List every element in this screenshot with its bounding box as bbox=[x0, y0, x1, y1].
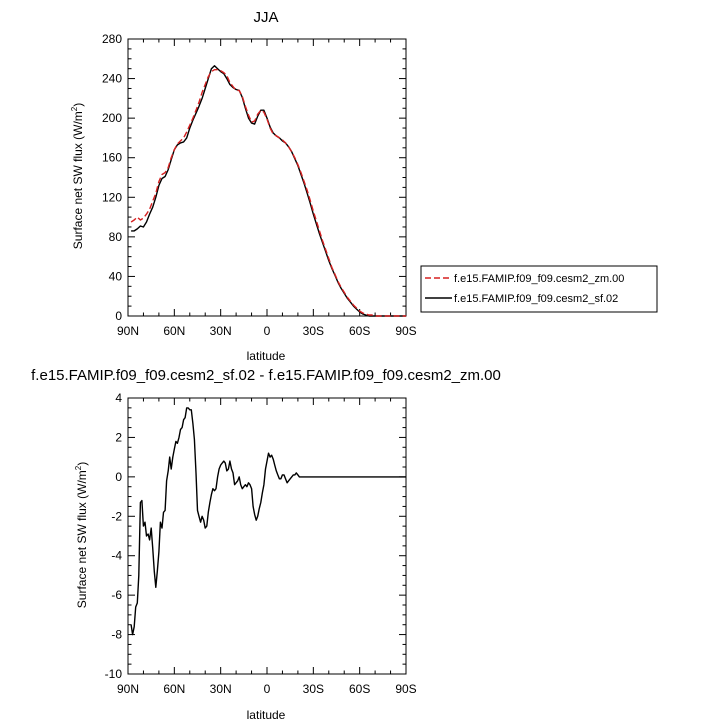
y-tick-label: 4 bbox=[115, 391, 122, 405]
bottom-y-axis-label: Surface net SW flux (W/m2) bbox=[74, 462, 89, 608]
top-series-group bbox=[130, 64, 406, 317]
x-tick-label: 90S bbox=[395, 324, 416, 338]
series-line-zm bbox=[130, 68, 406, 317]
legend-box bbox=[420, 265, 658, 313]
x-tick-label: 0 bbox=[264, 324, 271, 338]
top-x-axis-label: latitude bbox=[247, 349, 286, 363]
top-y-axis-label: Surface net SW flux (W/m2) bbox=[70, 103, 85, 249]
bottom-panel: f.e15.FAMIP.f09_f09.cesm2_sf.02 - f.e15.… bbox=[31, 367, 501, 722]
y-tick-label: 280 bbox=[102, 32, 122, 46]
x-tick-label: 60N bbox=[163, 682, 185, 696]
y-tick-label: -4 bbox=[111, 549, 122, 563]
y-tick-label: 120 bbox=[102, 190, 122, 204]
bottom-chart-title: f.e15.FAMIP.f09_f09.cesm2_sf.02 - f.e15.… bbox=[31, 367, 501, 384]
top-chart-title: JJA bbox=[253, 9, 278, 26]
y-tick-label: 2 bbox=[115, 430, 122, 444]
y-tick-label: 160 bbox=[102, 151, 122, 165]
y-tick-label: 80 bbox=[109, 230, 123, 244]
x-tick-label: 60S bbox=[349, 682, 370, 696]
x-tick-label: 60N bbox=[163, 324, 185, 338]
x-tick-label: 30N bbox=[210, 324, 232, 338]
series-line-sf bbox=[131, 64, 406, 317]
y-tick-label: 40 bbox=[109, 269, 123, 283]
x-tick-label: 0 bbox=[264, 682, 271, 696]
x-tick-label: 30S bbox=[303, 324, 324, 338]
x-tick-label: 30S bbox=[303, 682, 324, 696]
top-axes: 90N 60N 30N 0 30S 60S 90S 0 40 80 120 160 200 240 280 bbox=[102, 32, 417, 338]
y-tick-label: 200 bbox=[102, 111, 122, 125]
y-tick-label: 0 bbox=[115, 309, 122, 323]
plot-frame bbox=[127, 38, 407, 317]
bottom-axes: 90N 60N 30N 0 30S 60S 90S -10 -8 -6 -4 -2 0 2 4 bbox=[105, 391, 417, 696]
x-tick-label: 30N bbox=[210, 682, 232, 696]
top-panel: JJA 90N 60N 30N 0 30S 60S 90S 0 40 80 120 160 200 240… bbox=[70, 9, 658, 363]
y-tick-label: -6 bbox=[111, 588, 122, 602]
legend: f.e15.FAMIP.f09_f09.cesm2_zm.00 f.e15.FA… bbox=[420, 265, 658, 313]
legend-label-zm: f.e15.FAMIP.f09_f09.cesm2_zm.00 bbox=[454, 273, 624, 285]
plot-frame bbox=[127, 397, 407, 675]
y-tick-label: -10 bbox=[105, 667, 123, 681]
bottom-x-axis-label: latitude bbox=[247, 708, 286, 722]
x-tick-label: 60S bbox=[349, 324, 370, 338]
y-tick-label: -2 bbox=[111, 509, 122, 523]
y-tick-label: -8 bbox=[111, 628, 122, 642]
y-tick-label: 240 bbox=[102, 72, 122, 86]
difference-line bbox=[130, 407, 406, 636]
legend-label-sf: f.e15.FAMIP.f09_f09.cesm2_sf.02 bbox=[454, 293, 618, 305]
x-tick-label: 90N bbox=[117, 682, 139, 696]
x-tick-label: 90N bbox=[117, 324, 139, 338]
y-tick-label: 0 bbox=[115, 470, 122, 484]
x-tick-label: 90S bbox=[395, 682, 416, 696]
bottom-series-group bbox=[130, 407, 406, 636]
